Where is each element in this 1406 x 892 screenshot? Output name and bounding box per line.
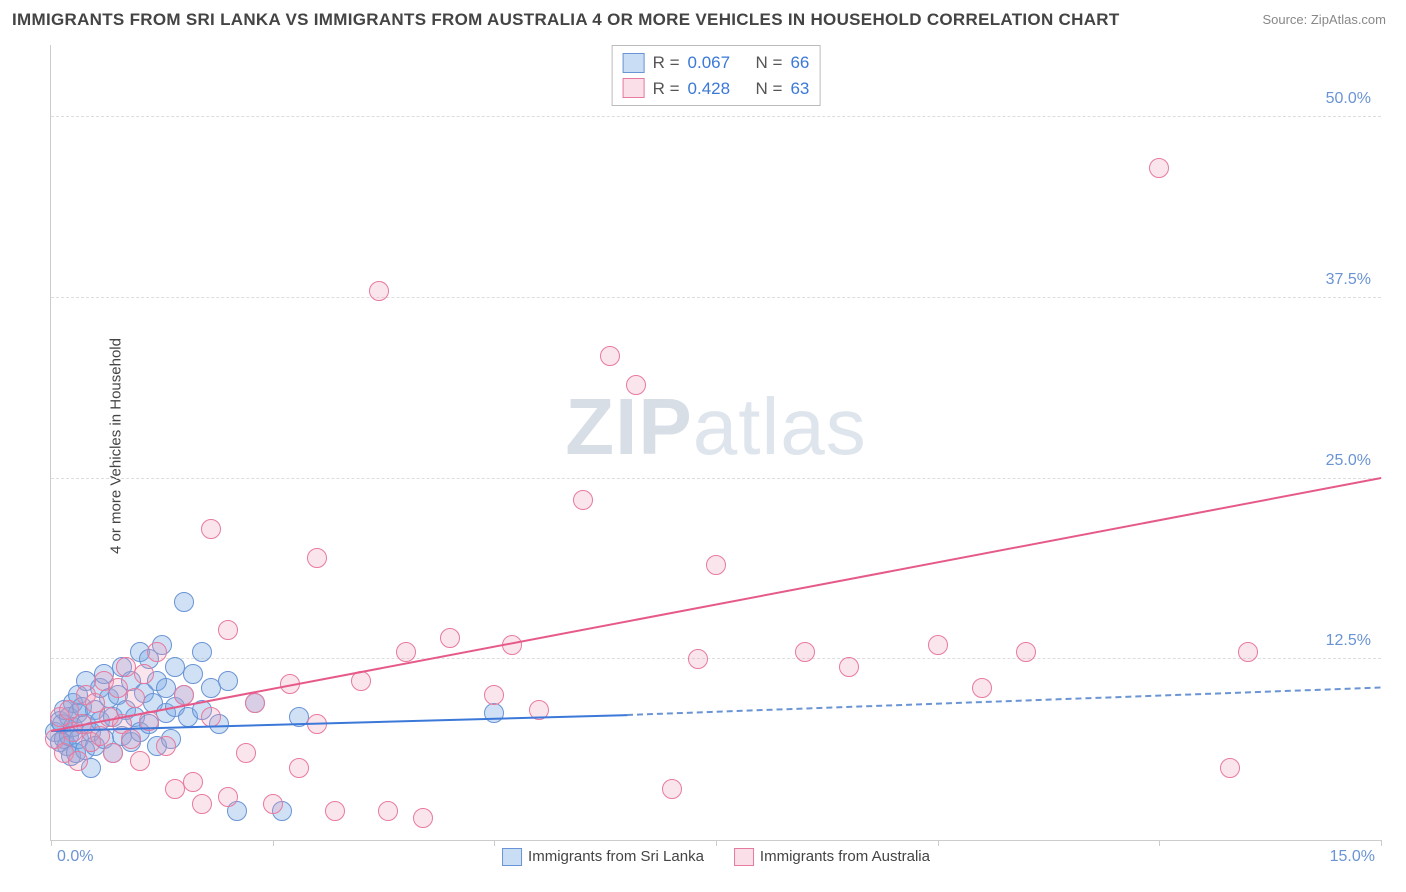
correlation-row-blue: R = 0.067 N = 66: [623, 50, 810, 76]
data-point: [103, 743, 123, 763]
data-point: [183, 664, 203, 684]
watermark-light: atlas: [693, 382, 867, 471]
y-tick-label: 25.0%: [1326, 452, 1371, 470]
data-point: [236, 743, 256, 763]
y-tick-label: 12.5%: [1326, 632, 1371, 650]
data-point: [325, 801, 345, 821]
y-tick-label: 50.0%: [1326, 90, 1371, 108]
x-tick: [51, 840, 52, 846]
data-point: [156, 736, 176, 756]
data-point: [972, 678, 992, 698]
chart-title: IMMIGRANTS FROM SRI LANKA VS IMMIGRANTS …: [12, 10, 1120, 30]
x-tick: [1381, 840, 1382, 846]
swatch-pink-icon: [734, 848, 754, 866]
swatch-blue-icon: [623, 53, 645, 73]
scatter-plot-area: ZIPatlas R = 0.067 N = 66 R = 0.428 N = …: [50, 45, 1381, 841]
data-point: [688, 649, 708, 669]
data-point: [201, 519, 221, 539]
data-point: [125, 688, 145, 708]
data-point: [192, 794, 212, 814]
watermark-bold: ZIP: [565, 382, 692, 471]
source-attribution: Source: ZipAtlas.com: [1262, 12, 1386, 27]
swatch-blue-icon: [502, 848, 522, 866]
data-point: [307, 548, 327, 568]
data-point: [1016, 642, 1036, 662]
data-point: [263, 794, 283, 814]
legend-r-label: R =: [653, 50, 680, 76]
data-point: [440, 628, 460, 648]
data-point: [183, 772, 203, 792]
data-point: [795, 642, 815, 662]
legend-n-label: N =: [756, 76, 783, 102]
x-tick: [938, 840, 939, 846]
legend-r-value-blue: 0.067: [688, 50, 731, 76]
data-point: [245, 693, 265, 713]
trendline-blue-dashed: [627, 686, 1381, 715]
data-point: [706, 555, 726, 575]
legend-n-value-blue: 66: [790, 50, 809, 76]
data-point: [130, 751, 150, 771]
data-point: [396, 642, 416, 662]
legend-r-value-pink: 0.428: [688, 76, 731, 102]
data-point: [218, 620, 238, 640]
x-tick-label-max: 15.0%: [1330, 848, 1375, 866]
data-point: [201, 707, 221, 727]
data-point: [573, 490, 593, 510]
x-tick: [1159, 840, 1160, 846]
data-point: [68, 751, 88, 771]
legend-label-pink: Immigrants from Australia: [760, 848, 930, 865]
data-point: [121, 729, 141, 749]
data-point: [218, 787, 238, 807]
x-tick-label-min: 0.0%: [57, 848, 93, 866]
series-legend: Immigrants from Sri Lanka Immigrants fro…: [502, 848, 930, 866]
source-name: ZipAtlas.com: [1311, 12, 1386, 27]
source-prefix: Source:: [1262, 12, 1310, 27]
data-point: [1149, 158, 1169, 178]
legend-n-value-pink: 63: [790, 76, 809, 102]
legend-r-label: R =: [653, 76, 680, 102]
data-point: [626, 375, 646, 395]
x-tick: [273, 840, 274, 846]
correlation-row-pink: R = 0.428 N = 63: [623, 76, 810, 102]
data-point: [600, 346, 620, 366]
legend-n-label: N =: [756, 50, 783, 76]
watermark: ZIPatlas: [565, 381, 866, 473]
data-point: [289, 758, 309, 778]
data-point: [174, 592, 194, 612]
y-tick-label: 37.5%: [1326, 271, 1371, 289]
legend-label-blue: Immigrants from Sri Lanka: [528, 848, 704, 865]
data-point: [839, 657, 859, 677]
data-point: [147, 642, 167, 662]
data-point: [134, 664, 154, 684]
gridline: [51, 297, 1381, 298]
data-point: [369, 281, 389, 301]
legend-item-blue: Immigrants from Sri Lanka: [502, 848, 704, 866]
data-point: [192, 642, 212, 662]
data-point: [1238, 642, 1258, 662]
data-point: [218, 671, 238, 691]
data-point: [662, 779, 682, 799]
swatch-pink-icon: [623, 78, 645, 98]
data-point: [928, 635, 948, 655]
x-tick: [494, 840, 495, 846]
data-point: [484, 685, 504, 705]
data-point: [1220, 758, 1240, 778]
data-point: [413, 808, 433, 828]
gridline: [51, 478, 1381, 479]
correlation-legend: R = 0.067 N = 66 R = 0.428 N = 63: [612, 45, 821, 106]
legend-item-pink: Immigrants from Australia: [734, 848, 930, 866]
gridline: [51, 658, 1381, 659]
data-point: [378, 801, 398, 821]
gridline: [51, 116, 1381, 117]
x-tick: [716, 840, 717, 846]
